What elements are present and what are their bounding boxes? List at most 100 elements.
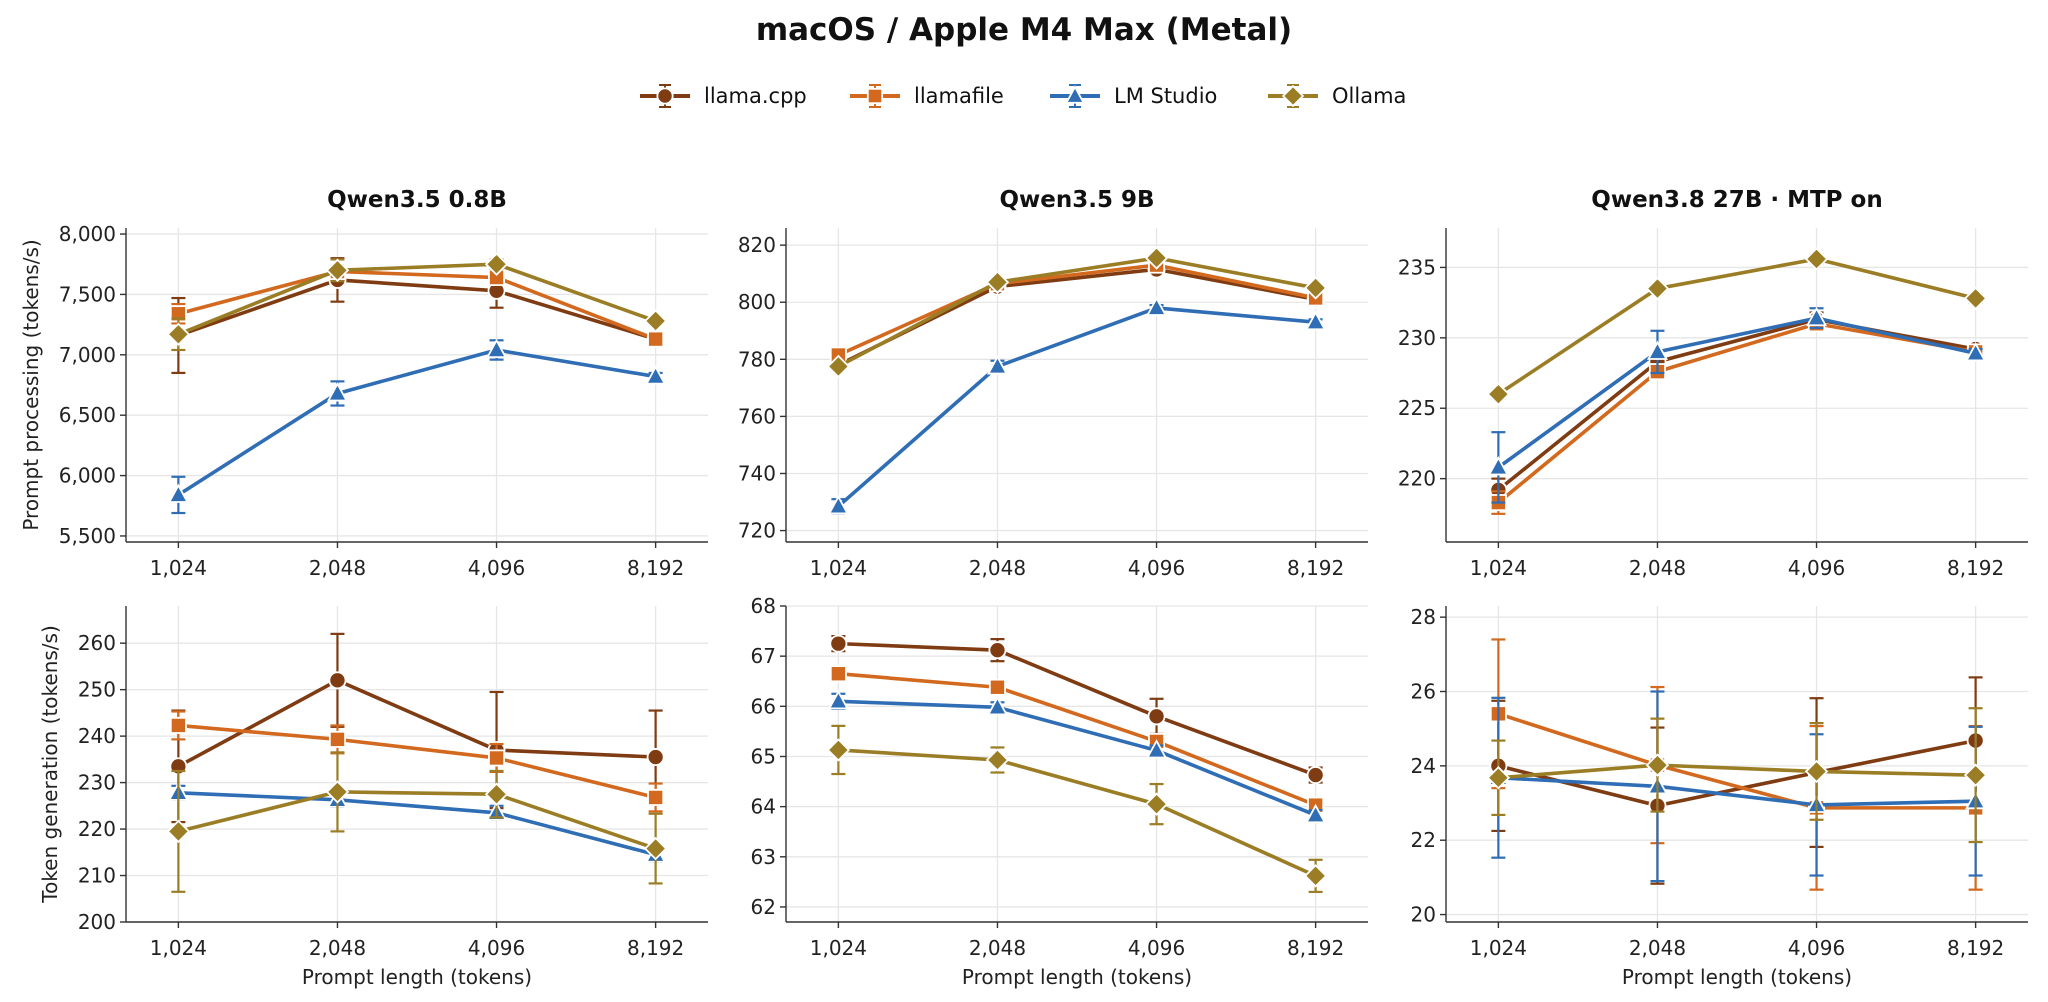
- x-axis-label: Prompt length (tokens): [302, 965, 532, 989]
- y-tick-label: 63: [751, 845, 776, 869]
- series-lm-studio: [1487, 306, 1987, 504]
- y-tick-label: 28: [1411, 605, 1436, 629]
- chart-panel: 720 740 760 780 800 820 1,024 2,048 4,096 8,192 Qw…: [738, 187, 1368, 580]
- series-line: [837, 306, 1316, 508]
- chart-panels: 5,500 6,000 6,500 7,000 7,500 8,000 1,024 2,048…: [19, 187, 2028, 989]
- series-ollama: [166, 252, 668, 352]
- data-point: [169, 716, 187, 734]
- x-tick-label: 4,096: [1788, 556, 1845, 580]
- x-tick-label: 2,048: [309, 936, 366, 960]
- series-line: [838, 699, 1317, 817]
- y-tick-label: 7,500: [59, 282, 116, 306]
- data-point: [986, 695, 1008, 716]
- series-line: [837, 256, 1316, 369]
- y-tick-label: 68: [751, 594, 776, 618]
- y-tick-label: 240: [78, 724, 116, 748]
- series-llama-cpp: [829, 634, 1325, 785]
- y-axis-label: Prompt processing (tokens/s): [19, 239, 43, 530]
- data-point: [328, 671, 347, 690]
- x-tick-label: 4,096: [1788, 936, 1845, 960]
- y-tick-label: 220: [1398, 467, 1436, 491]
- data-point: [167, 483, 189, 503]
- data-point: [486, 338, 508, 359]
- data-point: [1487, 455, 1509, 476]
- data-point: [827, 494, 849, 515]
- series-line: [1498, 775, 1976, 807]
- data-point: [1147, 707, 1166, 726]
- x-tick-label: 8,192: [627, 936, 684, 960]
- data-point: [988, 641, 1007, 660]
- series-lm-studio: [827, 689, 1327, 824]
- panel-title: Qwen3.5 9B: [999, 187, 1154, 213]
- data-point: [1146, 296, 1168, 316]
- series-llamafile: [169, 710, 665, 813]
- chart-panel: 220 225 230 235 1,024 2,048 4,096 8,192 Qwen3.8 …: [1398, 187, 2028, 580]
- data-point: [643, 836, 668, 861]
- series-line: [1497, 257, 1977, 396]
- data-point: [826, 354, 851, 379]
- y-tick-label: 26: [1411, 680, 1436, 704]
- y-tick-label: 7,000: [59, 343, 116, 367]
- data-point: [1486, 766, 1511, 790]
- data-point: [826, 738, 851, 762]
- series-line: [177, 790, 657, 851]
- y-tick-label: 820: [738, 233, 776, 257]
- series-llamafile: [829, 256, 1325, 364]
- legend-marker-diamond: [1281, 84, 1305, 108]
- data-point: [1144, 792, 1169, 816]
- data-point: [325, 258, 350, 282]
- x-tick-label: 1,024: [150, 936, 207, 960]
- series-line: [1497, 712, 1976, 810]
- y-tick-label: 5,500: [59, 524, 116, 548]
- data-point: [643, 309, 668, 333]
- y-tick-label: 66: [751, 694, 776, 718]
- figure-title: macOS / Apple M4 Max (Metal): [756, 12, 1292, 48]
- y-tick-label: 210: [78, 864, 116, 888]
- data-point: [1646, 340, 1668, 360]
- series-lm-studio: [827, 296, 1327, 515]
- x-tick-label: 8,192: [1947, 936, 2004, 960]
- data-point: [647, 330, 665, 348]
- data-point: [647, 788, 665, 806]
- chart-panel: 20 22 24 26 28 1,024 2,048 4,096 8,192 Prompt len…: [1411, 605, 2028, 989]
- series-ollama: [826, 724, 1328, 894]
- legend-label: llamafile: [914, 84, 1004, 108]
- series-line: [177, 678, 656, 768]
- data-point: [1804, 759, 1829, 784]
- data-point: [1806, 306, 1828, 327]
- data-point: [1303, 864, 1328, 888]
- data-point: [646, 748, 665, 767]
- x-tick-label: 8,192: [1287, 556, 1344, 580]
- data-point: [1146, 739, 1168, 759]
- legend-item-llama-cpp: llama.cpp: [640, 84, 807, 108]
- y-tick-label: 260: [78, 631, 116, 655]
- data-point: [326, 382, 348, 402]
- legend-marker-circle: [656, 87, 674, 105]
- x-tick-label: 2,048: [309, 556, 366, 580]
- data-point: [1303, 276, 1328, 300]
- legend-marker-square: [866, 87, 884, 105]
- data-point: [1306, 766, 1325, 785]
- x-tick-label: 4,096: [468, 556, 525, 580]
- x-tick-label: 8,192: [1947, 556, 2004, 580]
- chart-panel: 200 210 220 230 240 250 260 1,024 2,048 4,096 8,19…: [38, 606, 708, 989]
- data-point: [328, 730, 346, 748]
- data-point: [1645, 753, 1670, 777]
- series-line: [1497, 321, 1976, 504]
- data-point: [1645, 276, 1670, 301]
- y-tick-label: 67: [751, 644, 776, 668]
- series-line: [178, 791, 657, 857]
- series-line: [177, 269, 657, 341]
- data-point: [1305, 803, 1327, 824]
- y-tick-label: 760: [738, 404, 776, 428]
- x-tick-label: 8,192: [627, 556, 684, 580]
- x-tick-label: 8,192: [1287, 936, 1344, 960]
- data-point: [484, 252, 509, 276]
- data-point: [985, 270, 1010, 294]
- x-tick-label: 2,048: [969, 936, 1026, 960]
- series-line: [1497, 738, 1976, 808]
- x-tick-label: 1,024: [810, 936, 867, 960]
- y-tick-label: 6,000: [59, 464, 116, 488]
- series-line: [1498, 763, 1976, 780]
- data-point: [1804, 247, 1829, 271]
